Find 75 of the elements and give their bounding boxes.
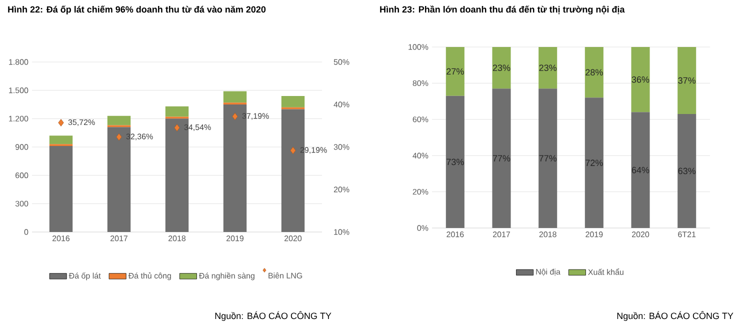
point [174,124,180,132]
chart-title: Hình 23: Phần lớn doanh thu đá đến từ thị trường nội địa [380,6,625,14]
x-tick-label: 2018 [539,232,556,238]
bar [631,46,650,112]
point [232,112,238,120]
bar [631,112,650,228]
x-tick-label: 2017 [110,236,128,242]
bar [49,146,73,232]
bar [538,46,558,89]
data-label: 28% [586,69,603,76]
x-tick-label: 6T21 [678,232,696,238]
y2-tick-label: 40% [334,102,350,108]
bar [165,106,189,117]
y-tick-label: 100% [408,44,428,50]
x-tick-label: 2020 [632,232,650,238]
y-tick-label: 40% [412,152,428,158]
x-tick-label: 2017 [493,232,510,238]
x-tick-label: 2020 [284,236,302,242]
y-tick-label: 0% [417,225,428,231]
x-tick-label: 2019 [586,232,603,238]
bar [492,88,511,228]
bar [446,46,464,96]
data-label: 23% [539,64,557,72]
legend-label: Đá ốp lát [68,272,101,280]
bar [281,96,305,108]
y-tick-label: 1.200 [9,116,28,122]
x-tick-label: 2018 [168,236,186,242]
y-tick-label: 600 [16,172,28,178]
text: Nguồn: BÁO CÁO CÔNG TY [617,311,734,321]
bar [584,46,604,98]
point [116,133,122,141]
y2-tick-label: 50% [334,59,350,65]
point [290,146,296,154]
y2-tick-label: 10% [334,229,350,235]
y-tick-label: 900 [15,144,28,150]
point [58,118,64,126]
y-tick-label: 60% [412,116,428,122]
legend-label: Đá thủ công [128,272,171,280]
x-tick-label: 2019 [226,236,244,242]
data-label: 77% [539,155,557,162]
data-label: 35,72% [68,119,95,126]
y2-tick-label: 20% [334,186,350,192]
y-tick-label: 300 [15,200,28,206]
legend-label: Biên LNG [268,272,302,278]
y2-tick-label: 30% [334,144,350,150]
bar [538,88,558,228]
data-label: 36% [632,76,650,83]
data-label: 23% [492,64,510,72]
text: Nguồn: BÁO CÁO CÔNG TY [215,311,332,321]
bar [446,96,464,228]
bar [49,136,73,144]
data-label: 73% [446,158,464,166]
data-label: 27% [446,68,464,75]
bar [584,98,604,228]
data-label: 64% [632,166,650,174]
bar [678,46,696,114]
x-tick-label: 2016 [52,236,70,242]
data-label: 37% [678,77,696,84]
chart-title: Hình 22: Đá ốp lát chiếm 96% doanh thu từ đá vào năm 2020 [8,6,266,14]
bar [107,116,131,126]
data-label: 77% [492,155,510,162]
x-tick-label: 2016 [446,232,464,238]
y-tick-label: 80% [412,80,428,86]
legend-label: Xuất khẩu [588,268,624,275]
data-label: 63% [678,168,696,174]
data-label: 72% [586,160,603,166]
bar [492,46,511,89]
y-tick-label: 0 [24,229,28,235]
bar [678,114,696,228]
legend-label: Nội địa [536,268,560,276]
y-tick-label: 1.500 [9,88,28,94]
y-tick-label: 20% [412,188,428,195]
legend-label: Đá nghiền sàng [198,272,254,280]
bar [223,91,247,103]
y-tick-label: 1.800 [9,59,28,65]
